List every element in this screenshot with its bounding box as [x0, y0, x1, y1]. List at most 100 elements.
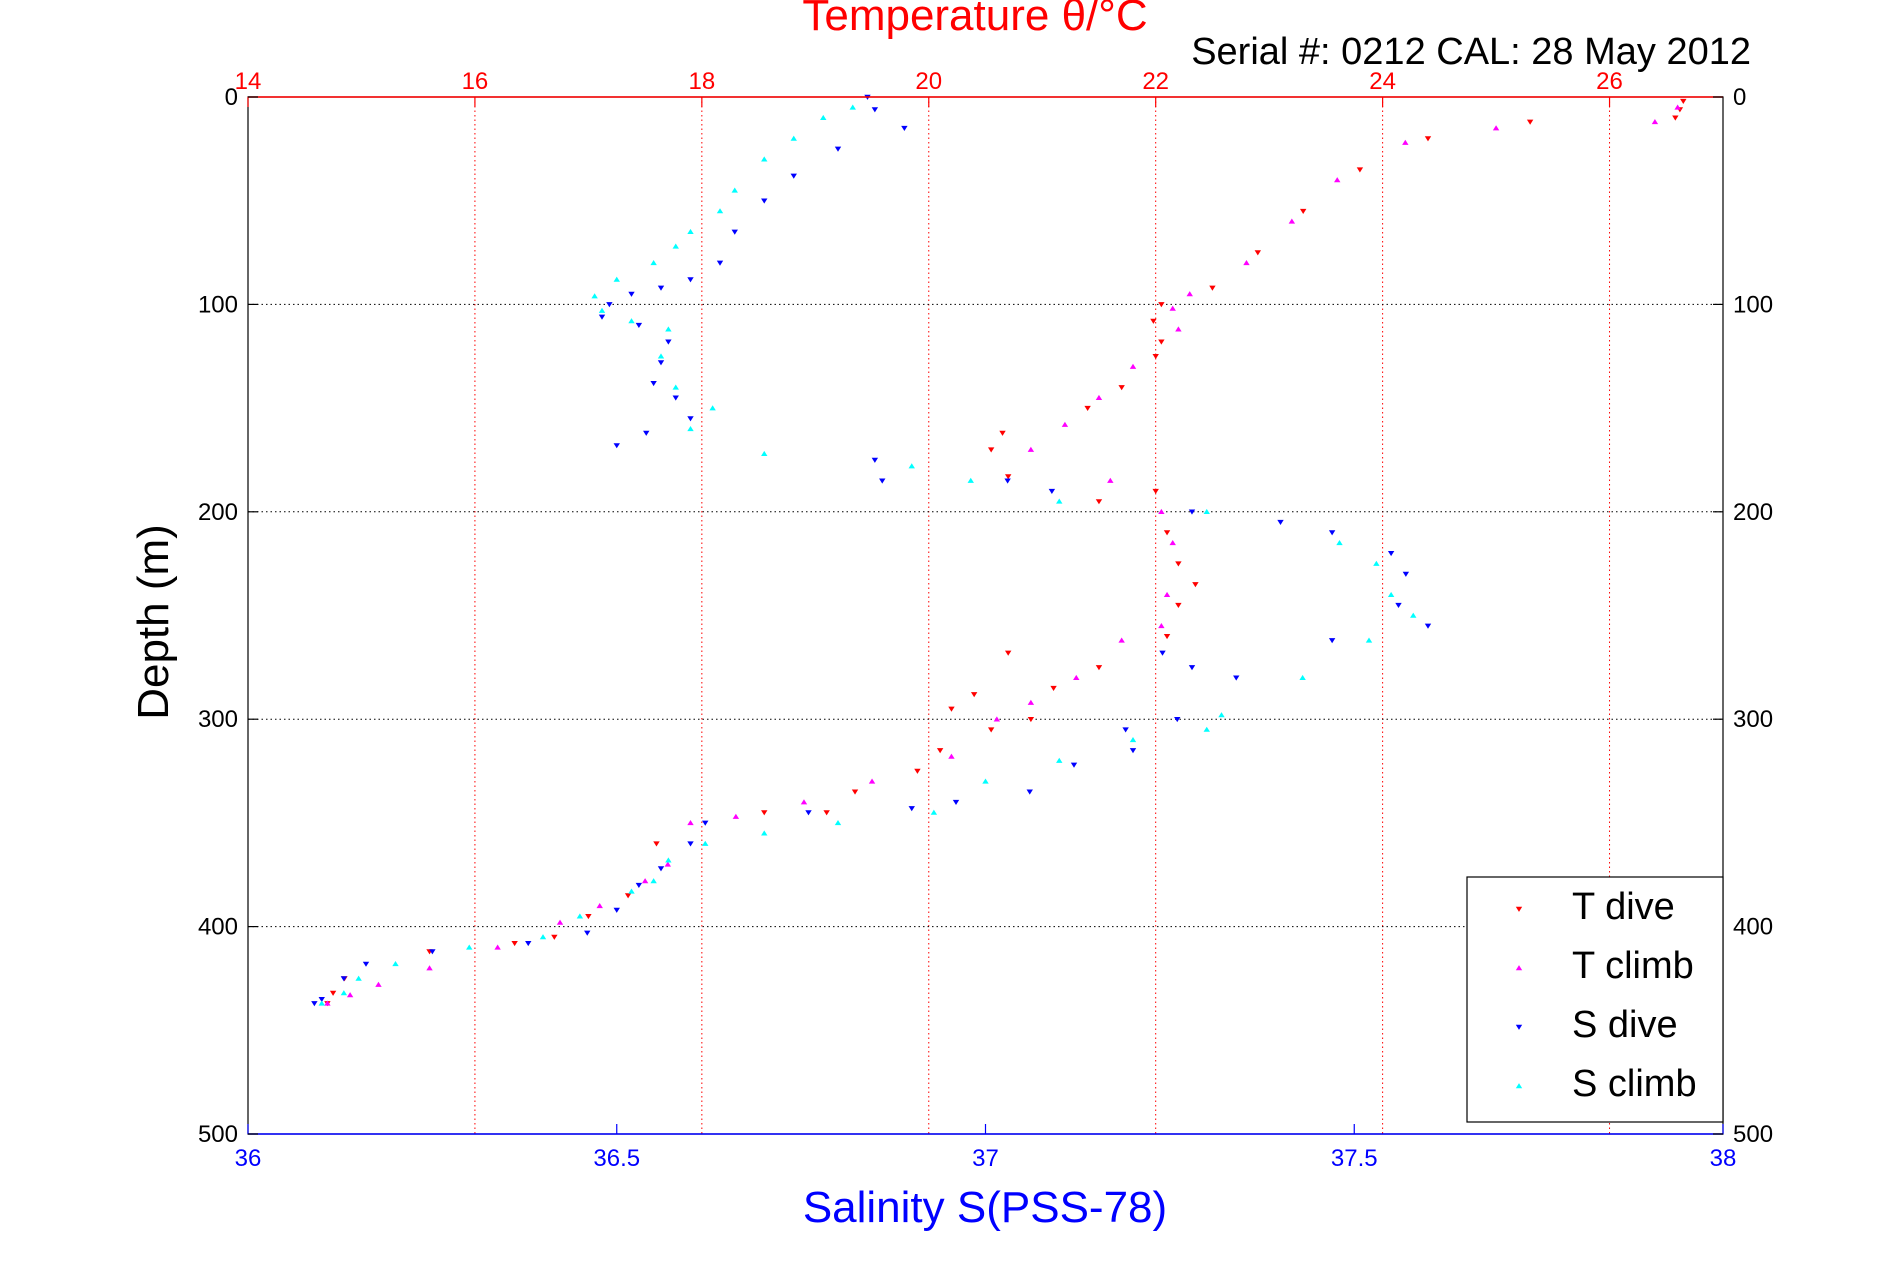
data-point	[318, 996, 325, 1003]
depth-tick-label-right: 400	[1733, 914, 1773, 941]
data-point	[525, 940, 532, 947]
data-point	[687, 416, 694, 422]
data-point	[1004, 650, 1012, 656]
data-point	[936, 748, 944, 754]
data-point	[731, 187, 738, 193]
data-point	[1158, 302, 1165, 308]
data-point	[1129, 737, 1137, 743]
data-point	[664, 861, 672, 867]
depth-tick-label-right: 300	[1733, 706, 1773, 733]
data-point	[628, 291, 635, 297]
data-point	[318, 1000, 325, 1006]
data-point	[466, 944, 473, 950]
data-point	[1122, 727, 1129, 733]
data-point	[598, 307, 606, 313]
salinity-tick-label: 36.5	[593, 1145, 640, 1172]
data-point	[948, 753, 955, 759]
data-point	[657, 353, 665, 359]
data-point	[429, 949, 436, 955]
data-point	[1118, 637, 1125, 643]
data-point	[1150, 318, 1157, 324]
data-point	[999, 430, 1006, 436]
data-point	[1163, 530, 1171, 536]
data-point	[687, 841, 694, 847]
data-point	[1233, 675, 1240, 681]
data-point	[1175, 602, 1182, 609]
temperature-tick-label: 24	[1369, 68, 1396, 95]
data-point	[1243, 260, 1250, 266]
data-point	[355, 975, 362, 981]
data-point	[948, 706, 955, 712]
chart-title: Temperature θ/°C	[802, 0, 1147, 40]
data-point	[598, 314, 606, 320]
legend-box	[1466, 876, 1724, 1123]
data-point	[1186, 291, 1193, 297]
data-point	[653, 841, 660, 847]
data-point	[584, 930, 591, 936]
data-point	[1163, 634, 1171, 640]
data-point	[585, 913, 592, 920]
legend-label: S dive	[1572, 1004, 1678, 1046]
temperature-tick-label: 18	[688, 68, 715, 95]
depth-tick-label-left: 200	[198, 499, 238, 526]
data-point	[1395, 602, 1402, 609]
data-point	[665, 857, 672, 863]
data-point	[1070, 762, 1078, 768]
temperature-tick-label: 26	[1596, 68, 1623, 95]
data-point	[716, 260, 724, 266]
data-point	[1410, 612, 1417, 618]
data-point	[1061, 421, 1069, 427]
depth-tick-label-right: 100	[1733, 291, 1773, 318]
data-point	[672, 384, 679, 390]
data-point	[1073, 674, 1080, 680]
data-point	[820, 114, 827, 120]
data-point	[1004, 474, 1012, 480]
data-point	[731, 229, 738, 235]
data-point	[551, 934, 558, 940]
data-point	[643, 430, 650, 436]
data-point	[1254, 250, 1262, 256]
data-point	[606, 302, 613, 308]
data-point	[687, 277, 694, 283]
legend-marker	[1515, 965, 1523, 971]
data-point	[672, 395, 679, 401]
data-point	[930, 809, 938, 815]
data-point	[324, 1000, 331, 1006]
depth-tick-label-left: 300	[198, 706, 238, 733]
data-point	[901, 125, 908, 131]
data-point	[539, 934, 547, 940]
data-point	[1672, 115, 1679, 121]
data-point	[426, 965, 433, 971]
data-point	[1373, 560, 1380, 566]
data-point	[628, 888, 635, 894]
data-point	[329, 990, 337, 996]
data-point	[1188, 665, 1196, 671]
data-point	[613, 907, 620, 913]
data-point	[641, 878, 649, 884]
salinity-tick-label: 37.5	[1331, 1145, 1378, 1172]
data-point	[790, 135, 797, 141]
data-point	[1056, 498, 1063, 504]
data-point	[657, 360, 665, 366]
data-point	[1492, 125, 1500, 131]
salinity-tick-label: 36	[235, 1145, 262, 1172]
data-point	[1095, 499, 1103, 505]
data-point	[650, 380, 657, 387]
data-point	[970, 692, 978, 698]
data-point	[657, 285, 665, 291]
data-point	[1152, 354, 1159, 360]
depth-tick-label-left: 0	[225, 84, 238, 111]
legend-label: T dive	[1572, 886, 1675, 928]
data-point	[908, 463, 915, 469]
data-point	[657, 866, 665, 872]
data-point	[1107, 477, 1114, 483]
data-point	[1526, 119, 1534, 125]
data-point	[1651, 119, 1659, 125]
data-point	[1158, 508, 1165, 515]
data-point	[1334, 177, 1341, 183]
legend-label: T climb	[1572, 945, 1694, 987]
data-point	[1004, 478, 1011, 484]
chart-subtitle: Serial #: 0212 CAL: 28 May 2012	[1191, 31, 1751, 73]
data-point	[993, 716, 1001, 722]
